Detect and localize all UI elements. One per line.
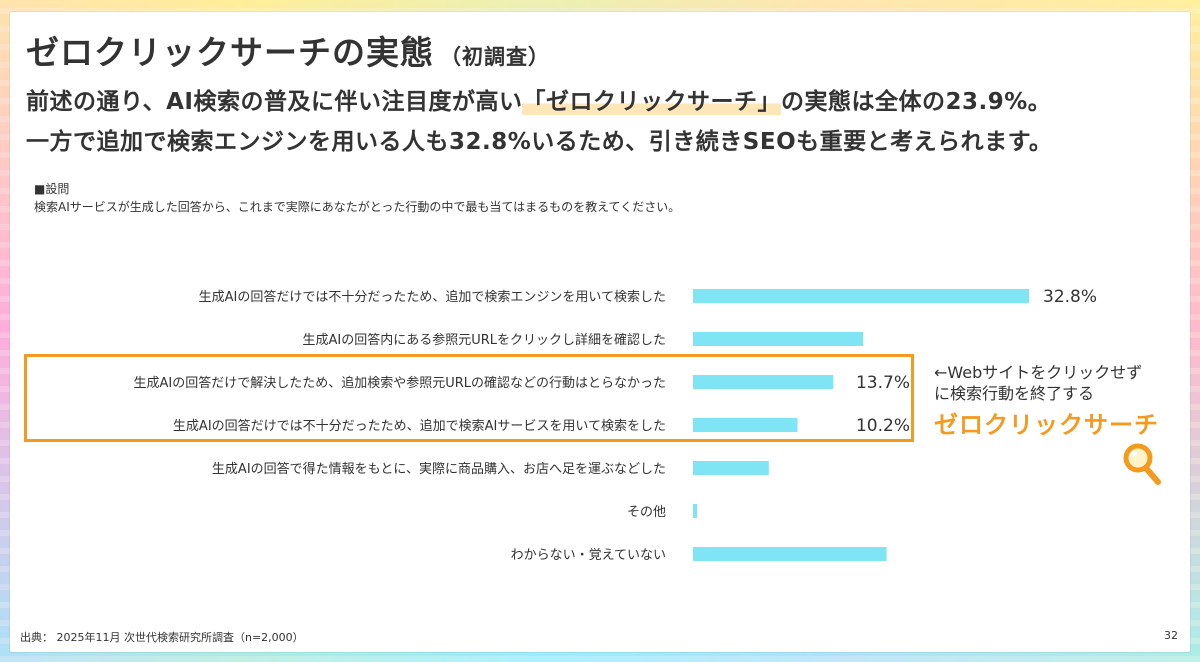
bar bbox=[693, 461, 769, 475]
page-title: ゼロクリックサーチの実態 （初調査） bbox=[26, 33, 550, 72]
question-text: 検索AIサービスが生成した回答から、これまで実際にあなたがとった行動の中で最も当… bbox=[34, 200, 681, 214]
source-note: 出典： 2025年11月 次世代検索研究所調査（n=2,000） bbox=[20, 631, 304, 644]
slide: ゼロクリックサーチの実態 （初調査） 前述の通り、AI検索の普及に伴い注目度が高い… bbox=[10, 12, 1190, 652]
magnifier-icon bbox=[1123, 443, 1161, 485]
data-label: 32.8% bbox=[1043, 287, 1097, 307]
category-label: 生成AIの回答内にある参照元URLをクリックし詳細を確認した bbox=[302, 332, 666, 348]
bar bbox=[693, 504, 698, 518]
category-label: 生成AIの回答だけでは不十分だったため、追加で検索エンジンを用いて検索した bbox=[199, 289, 666, 305]
bar bbox=[693, 332, 864, 346]
annotation-emphasis: ゼロクリックサーチ bbox=[934, 411, 1159, 439]
category-label: 生成AIの回答だけで解決したため、追加検索や参照元URLの確認などの行動はとらな… bbox=[133, 375, 666, 391]
question-label: ■設問 bbox=[34, 182, 70, 196]
category-label: わからない・覚えていない bbox=[511, 548, 666, 563]
bar bbox=[693, 418, 798, 432]
annotation-text: ←Webサイトをクリックせず に検索行動を終了する bbox=[934, 363, 1143, 403]
bar-chart: 生成AIの回答だけでは不十分だったため、追加で検索エンジンを用いて検索した 32.… bbox=[133, 287, 1097, 563]
lead-line-2: 一方で追加で検索エンジンを用いる人も32.8%いるため、引き続きSEOも重要と考… bbox=[26, 129, 1053, 155]
data-label: 13.7% bbox=[856, 373, 910, 393]
bar bbox=[693, 375, 834, 389]
lead-highlight: 「ゼロクリックサーチ」 bbox=[522, 89, 781, 115]
lead-text: 前述の通り、AI検索の普及に伴い注目度が高い「ゼロクリックサーチ」の実態は全体の… bbox=[26, 82, 1176, 162]
bar bbox=[693, 547, 887, 561]
category-label: その他 bbox=[627, 505, 666, 520]
page-title-sub: （初調査） bbox=[440, 45, 550, 69]
category-label: 生成AIの回答で得た情報をもとに、実際に商品購入、お店へ足を運ぶなどした bbox=[212, 461, 666, 477]
category-label: 生成AIの回答だけでは不十分だったため、追加で検索AIサービスを用いて検索をした bbox=[173, 418, 666, 434]
lead-line-1: 前述の通り、AI検索の普及に伴い注目度が高い「ゼロクリックサーチ」の実態は全体の… bbox=[26, 89, 1052, 115]
bar bbox=[693, 289, 1029, 303]
data-label: 10.2% bbox=[856, 416, 910, 436]
zero-click-highlight-box bbox=[24, 354, 914, 442]
page-number: 32 bbox=[1164, 629, 1178, 642]
